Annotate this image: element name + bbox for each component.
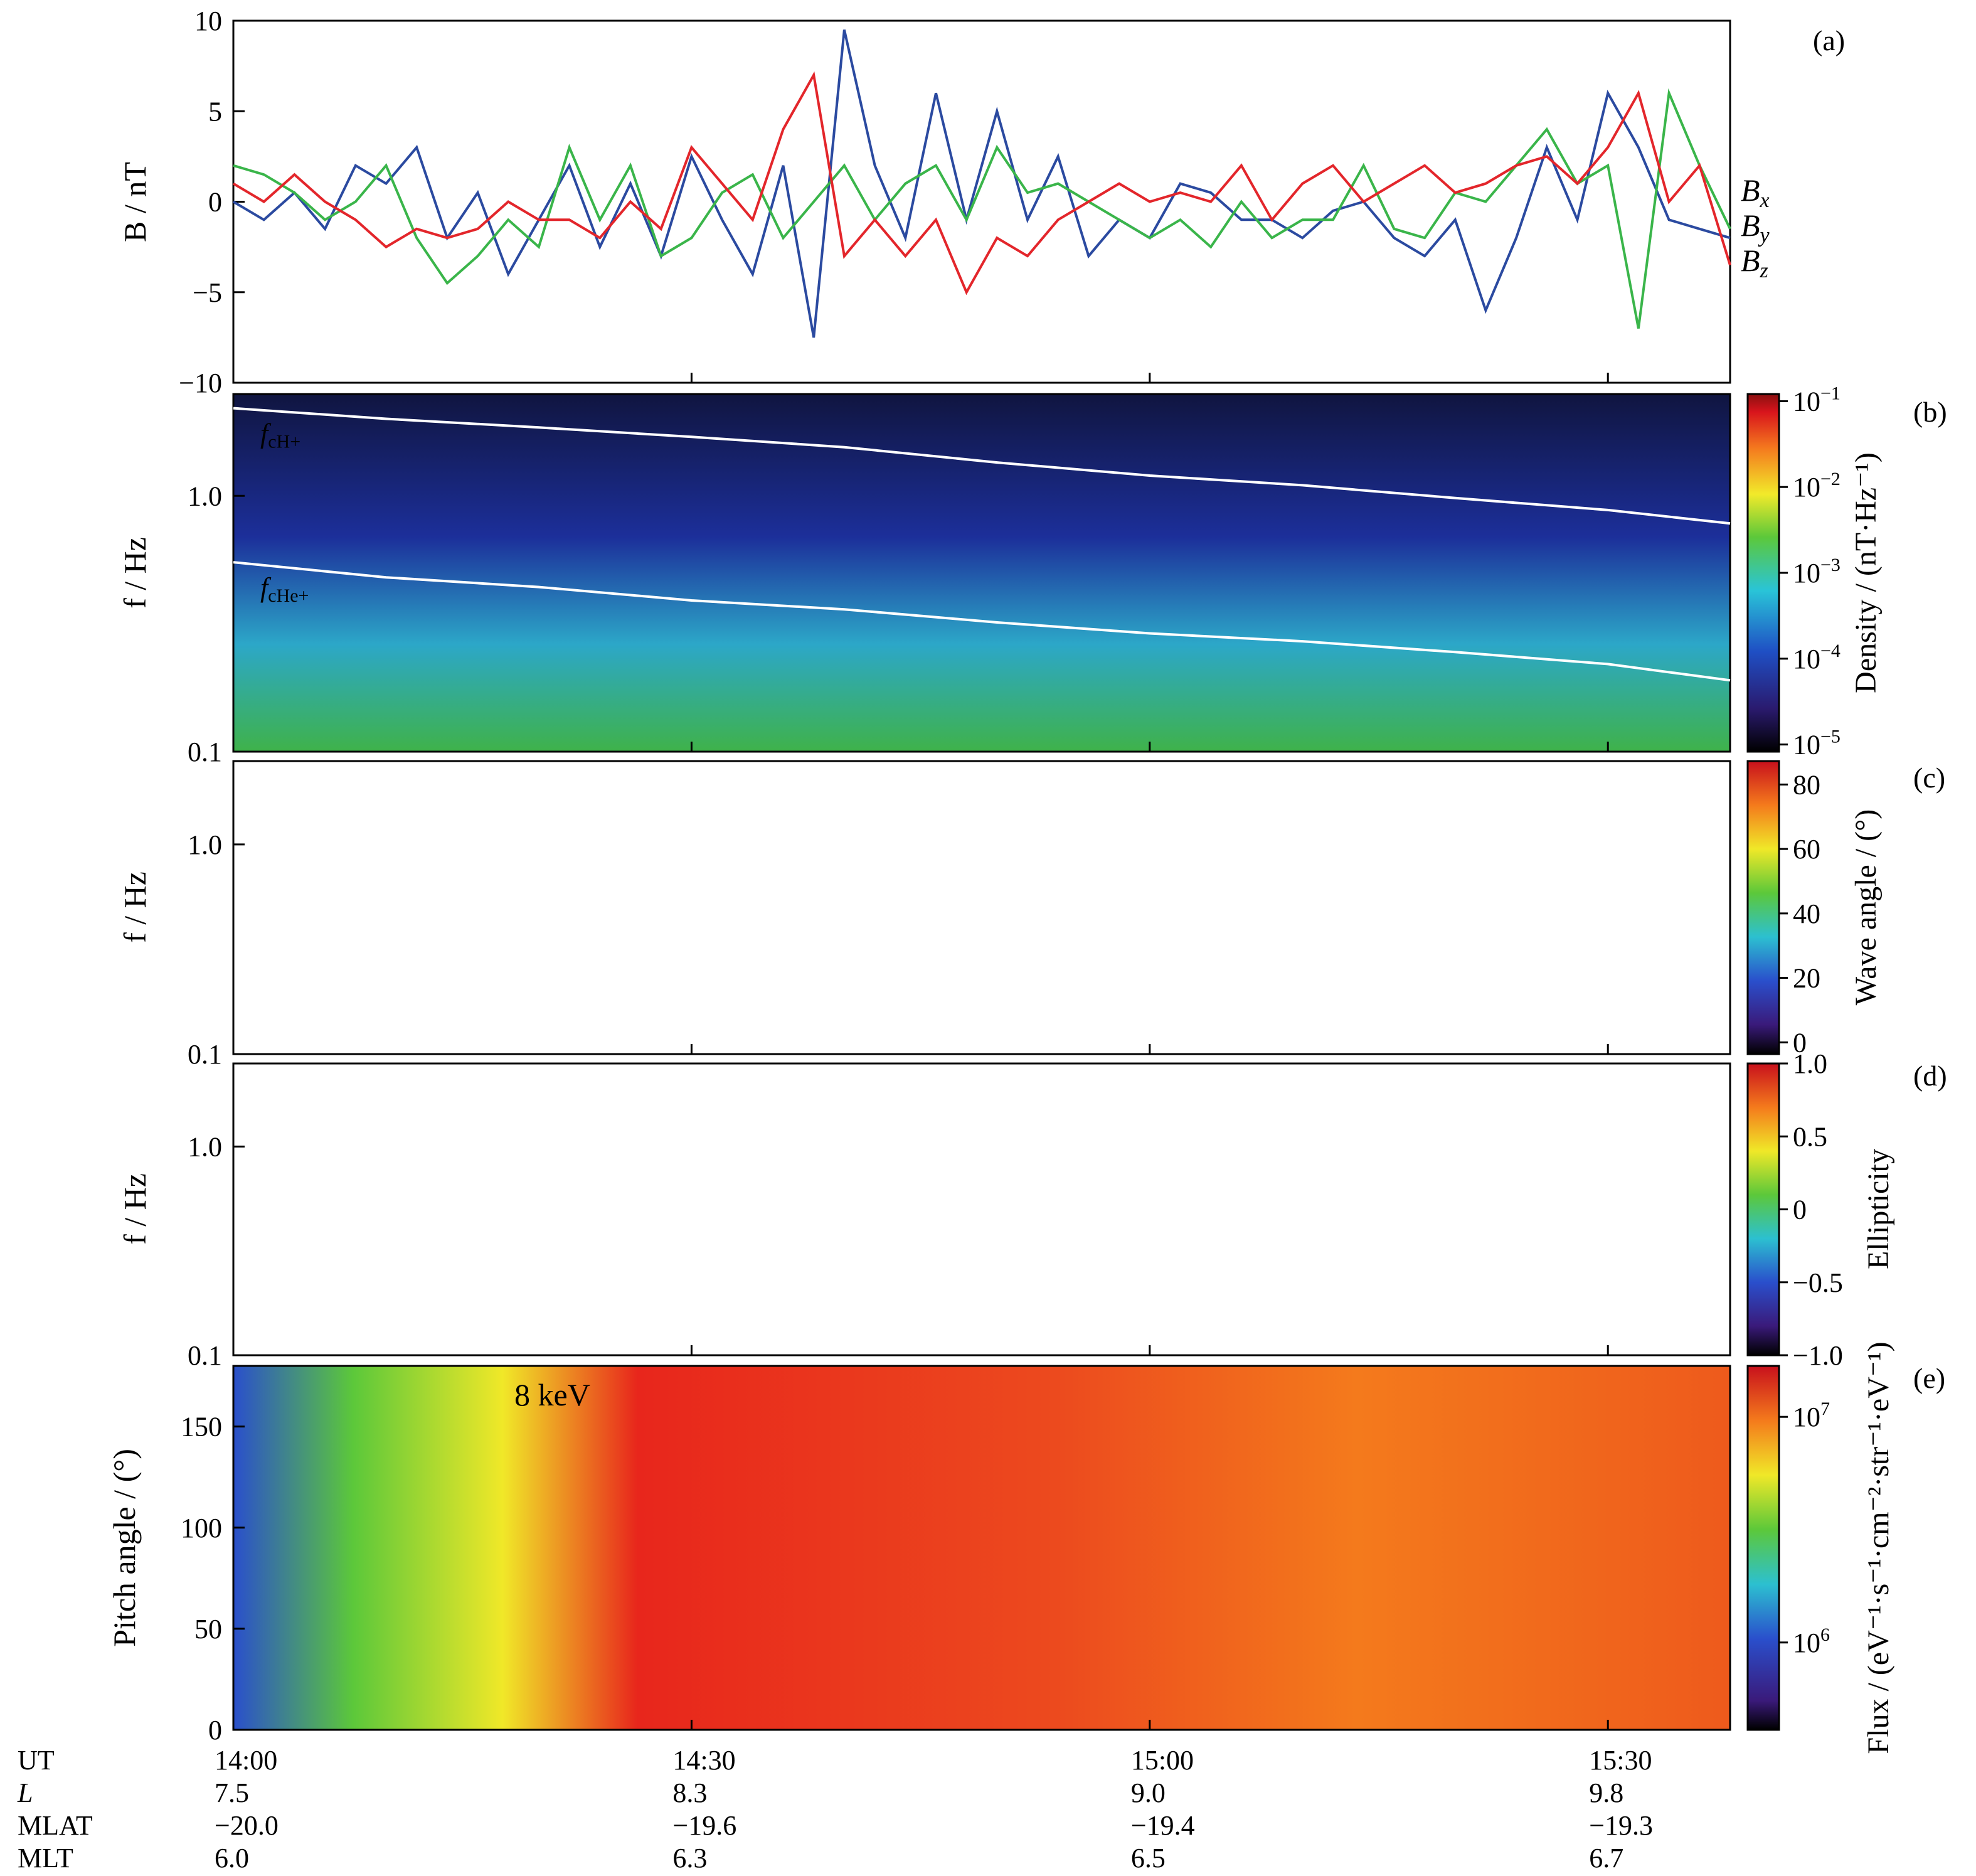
ylabel-b: f / Hz xyxy=(117,537,152,609)
colorbar-tick-label: 60 xyxy=(1793,834,1820,865)
footer-row-label: MLT xyxy=(18,1843,73,1873)
ytick-label-pitch: 50 xyxy=(194,1614,222,1644)
colorbar-tick-label: −0.5 xyxy=(1793,1267,1843,1298)
footer-value: 14:30 xyxy=(672,1745,735,1776)
footer-value: 6.0 xyxy=(215,1843,249,1873)
footer-value: −19.3 xyxy=(1589,1810,1653,1841)
ytick-label-a: 10 xyxy=(194,6,222,36)
ytick-label-a: 0 xyxy=(208,187,222,218)
ytick-label-freq: 1.0 xyxy=(188,829,222,860)
energy-annotation: 8 keV xyxy=(514,1377,590,1412)
footer-value: 6.3 xyxy=(672,1843,707,1873)
cb-title-flux: Flux / (eV⁻¹·s⁻¹·cm⁻²·str⁻¹·eV⁻¹) xyxy=(1862,1341,1895,1754)
panel-letter-e: (e) xyxy=(1913,1362,1945,1394)
colorbar-tick-label: 10−1 xyxy=(1793,383,1841,417)
colorbar-density xyxy=(1746,393,1780,753)
series-line-bz xyxy=(232,71,1731,296)
colorbar-tick-label: 80 xyxy=(1793,769,1820,800)
cb-title-wave-angle: Wave angle / (°) xyxy=(1849,809,1883,1006)
colorbar-ellipticity xyxy=(1746,1062,1780,1356)
footer-value: 9.0 xyxy=(1131,1777,1166,1808)
footer-value: 15:30 xyxy=(1589,1745,1652,1776)
series-line-by xyxy=(233,88,1731,329)
ytick-label-freq: 0.1 xyxy=(188,737,222,767)
footer-value: −20.0 xyxy=(215,1810,279,1841)
colorbar-tick-label: 10−2 xyxy=(1793,469,1841,503)
ylabel-e: Pitch angle / (°) xyxy=(107,1449,142,1647)
footer-row-label: MLAT xyxy=(18,1810,93,1841)
footer-value: 7.5 xyxy=(215,1777,249,1808)
footer-value: 8.3 xyxy=(672,1777,707,1808)
colorbar-tick-label: −1.0 xyxy=(1793,1340,1843,1371)
ytick-label-pitch: 0 xyxy=(208,1715,222,1745)
ytick-label-freq: 0.1 xyxy=(188,1039,222,1070)
colorbar-tick-label: 20 xyxy=(1793,963,1820,994)
colorbar-tick-label: 0 xyxy=(1793,1027,1807,1058)
footer-row-label: L xyxy=(17,1777,33,1808)
panel-letter-b: (b) xyxy=(1913,396,1947,428)
footer-value: −19.6 xyxy=(672,1810,736,1841)
footer-value: 6.7 xyxy=(1589,1843,1623,1873)
cb-title-ellipticity: Ellipticity xyxy=(1862,1149,1895,1269)
panel-letter-d: (d) xyxy=(1913,1060,1947,1092)
footer-value: −19.4 xyxy=(1131,1810,1195,1841)
panel-letter-a: (a) xyxy=(1813,24,1845,56)
colorbar-tick-label: 10−4 xyxy=(1793,641,1841,674)
colorbar-tick-label: 0.5 xyxy=(1793,1121,1827,1152)
ylabel-d: f / Hz xyxy=(117,1173,152,1245)
colorbar-tick-label: 1.0 xyxy=(1793,1048,1827,1079)
colorbar-wave-angle xyxy=(1746,760,1780,1055)
panel-d-frame xyxy=(232,1062,1731,1356)
ytick-label-freq: 0.1 xyxy=(188,1340,222,1371)
colorbar-tick-label: 106 xyxy=(1793,1624,1830,1658)
footer-value: 14:00 xyxy=(215,1745,277,1776)
panel-e-flux-map xyxy=(233,1366,1730,1730)
panel-e-frame xyxy=(232,1365,1731,1731)
gyrofreq-line xyxy=(233,407,1731,525)
panel-c-frame xyxy=(232,760,1731,1055)
colorbar-tick-label: 0 xyxy=(1793,1195,1807,1225)
gyrofreq-line xyxy=(233,561,1731,682)
ytick-label-a: −5 xyxy=(193,277,222,308)
ytick-label-a: 5 xyxy=(208,96,222,127)
ytick-label-pitch: 100 xyxy=(181,1513,222,1543)
panel-letter-c: (c) xyxy=(1913,762,1945,794)
ytick-label-pitch: 150 xyxy=(181,1412,222,1442)
colorbar-tick-label: 40 xyxy=(1793,898,1820,929)
ylabel-a: B / nT xyxy=(117,162,152,242)
ytick-label-a: −10 xyxy=(179,368,222,398)
cb-title-density: Density / (nT·Hz⁻¹) xyxy=(1849,452,1883,693)
footer-row-label: UT xyxy=(18,1745,55,1776)
panel-a-frame xyxy=(232,19,1731,384)
colorbar-tick-label: 10−5 xyxy=(1793,727,1841,760)
legend-by: By xyxy=(1741,208,1770,247)
footer-value: 6.5 xyxy=(1131,1843,1166,1873)
panel-b-spectrum xyxy=(233,394,1730,752)
ytick-label-freq: 1.0 xyxy=(188,481,222,511)
legend-bx: Bx xyxy=(1741,173,1770,212)
panel-b-frame xyxy=(232,393,1731,753)
colorbar-flux xyxy=(1746,1365,1780,1731)
ytick-label-freq: 1.0 xyxy=(188,1131,222,1162)
legend-bz: Bz xyxy=(1741,243,1768,282)
footer-value: 15:00 xyxy=(1131,1745,1194,1776)
ylabel-c: f / Hz xyxy=(117,871,152,943)
colorbar-tick-label: 107 xyxy=(1793,1399,1830,1432)
footer-value: 9.8 xyxy=(1589,1777,1623,1808)
colorbar-tick-label: 10−3 xyxy=(1793,555,1841,589)
series-line-bx xyxy=(232,29,1731,338)
